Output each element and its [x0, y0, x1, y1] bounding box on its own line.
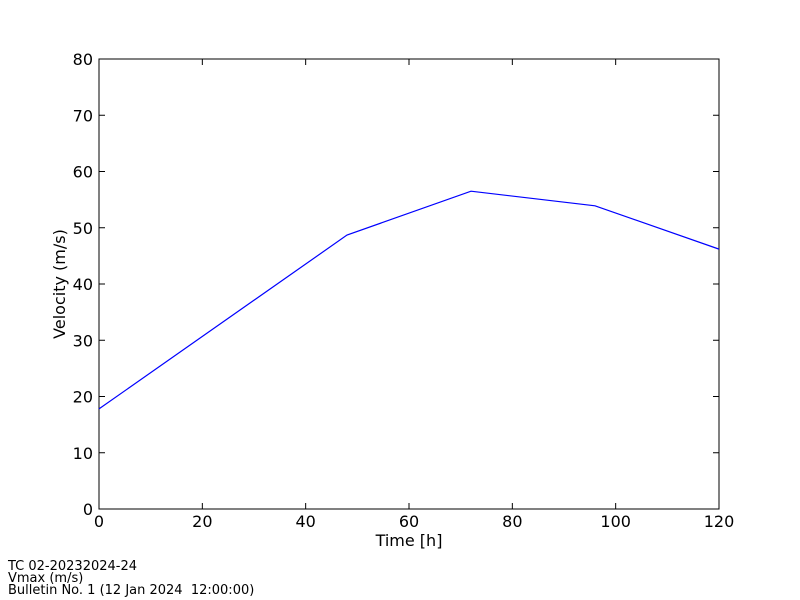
- y-tick-label: 10: [73, 444, 93, 463]
- y-tick-label: 20: [73, 388, 93, 407]
- x-tick-label: 100: [600, 512, 631, 531]
- y-tick-label: 60: [73, 163, 93, 182]
- y-tick-label: 30: [73, 331, 93, 350]
- annotation: Bulletin No. 1 (12 Jan 2024 12:00:00): [8, 583, 254, 598]
- y-tick-label: 0: [83, 500, 93, 519]
- y-tick-label: 70: [73, 106, 93, 125]
- annotation: Vmax (m/s): [8, 571, 83, 586]
- y-tick-label: 80: [73, 50, 93, 69]
- x-tick-label: 60: [399, 512, 419, 531]
- y-axis-label: Velocity (m/s): [50, 229, 69, 339]
- y-tick-label: 40: [73, 275, 93, 294]
- line: [98, 190, 720, 410]
- annotation: TC 02-20232024-24: [7, 559, 137, 574]
- y-tick-label: 50: [73, 219, 93, 238]
- x-tick-label: 20: [192, 512, 212, 531]
- x-tick-label: 80: [502, 512, 522, 531]
- x-tick-label: 40: [295, 512, 315, 531]
- plot-frame: [98, 58, 720, 510]
- x-tick-label: 0: [94, 512, 104, 531]
- x-axis-label: Time [h]: [375, 531, 443, 550]
- x-tick-label: 120: [704, 512, 735, 531]
